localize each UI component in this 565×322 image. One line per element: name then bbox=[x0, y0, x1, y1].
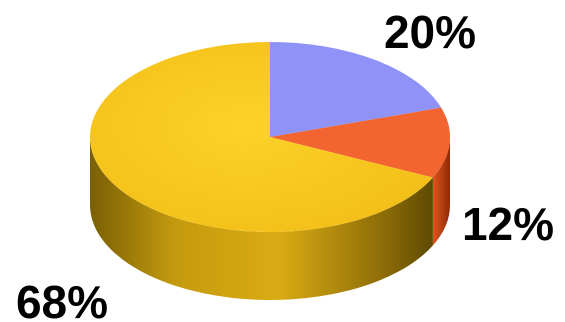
pie-labels: 20% 12% 68% bbox=[16, 6, 554, 322]
slice-label-1: 20% bbox=[384, 6, 476, 58]
pie-slice-2 bbox=[270, 107, 450, 178]
slice-label-2: 12% bbox=[462, 198, 554, 250]
slice-label-3: 68% bbox=[16, 276, 108, 322]
pie-sides bbox=[90, 137, 450, 300]
pie-slice-side-3 bbox=[90, 137, 433, 300]
pie-slice-side-2 bbox=[432, 137, 450, 246]
pie-tops bbox=[90, 42, 450, 232]
pie-slice-3 bbox=[90, 42, 433, 232]
pie-slice-1 bbox=[270, 42, 442, 137]
